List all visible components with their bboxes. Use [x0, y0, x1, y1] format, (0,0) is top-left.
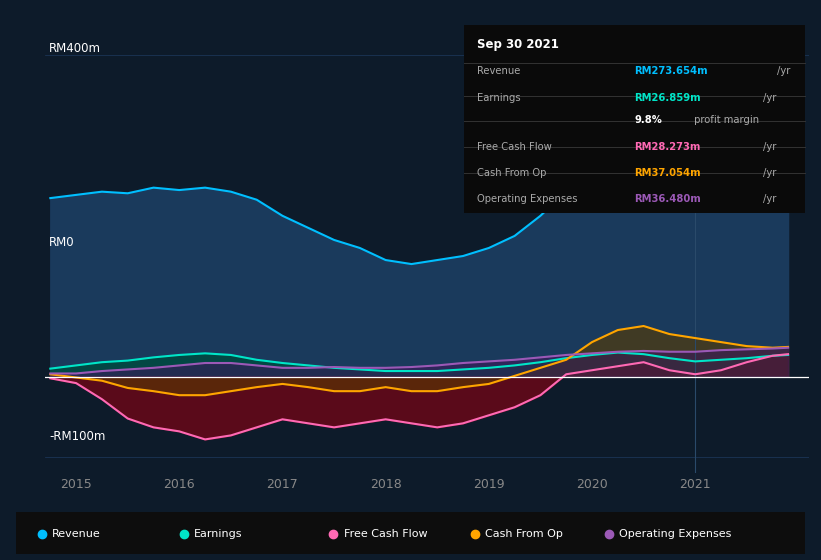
Text: Free Cash Flow: Free Cash Flow — [478, 142, 553, 152]
Text: Earnings: Earnings — [194, 529, 242, 539]
Text: Free Cash Flow: Free Cash Flow — [343, 529, 427, 539]
Text: Revenue: Revenue — [478, 67, 521, 77]
Text: RM0: RM0 — [49, 236, 75, 249]
Text: Operating Expenses: Operating Expenses — [619, 529, 732, 539]
Text: /yr: /yr — [763, 168, 777, 178]
Text: /yr: /yr — [763, 93, 777, 102]
Text: RM36.480m: RM36.480m — [635, 194, 701, 204]
Text: profit margin: profit margin — [691, 115, 759, 125]
Text: Operating Expenses: Operating Expenses — [478, 194, 578, 204]
Text: Earnings: Earnings — [478, 93, 521, 102]
Text: RM400m: RM400m — [49, 42, 101, 55]
Text: Cash From Op: Cash From Op — [485, 529, 563, 539]
Text: -RM100m: -RM100m — [49, 430, 105, 443]
Text: RM37.054m: RM37.054m — [635, 168, 701, 178]
Text: Cash From Op: Cash From Op — [478, 168, 547, 178]
Text: RM28.273m: RM28.273m — [635, 142, 700, 152]
Text: /yr: /yr — [777, 67, 791, 77]
Text: /yr: /yr — [763, 142, 777, 152]
Text: /yr: /yr — [763, 194, 777, 204]
Text: Revenue: Revenue — [52, 529, 101, 539]
Text: 9.8%: 9.8% — [635, 115, 662, 125]
Text: RM26.859m: RM26.859m — [635, 93, 701, 102]
Text: RM273.654m: RM273.654m — [635, 67, 708, 77]
Text: Sep 30 2021: Sep 30 2021 — [478, 38, 559, 52]
